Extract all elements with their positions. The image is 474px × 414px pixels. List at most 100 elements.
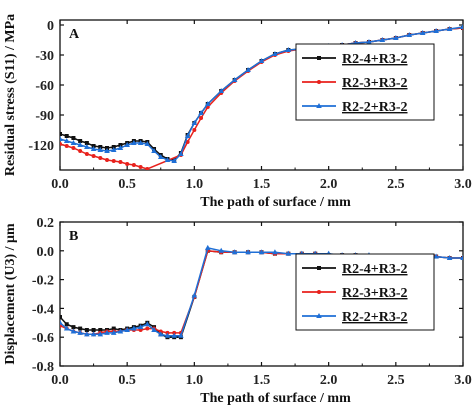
data-point bbox=[433, 253, 439, 259]
data-point bbox=[144, 141, 151, 146]
y-tick-label: -0.2 bbox=[32, 274, 54, 289]
data-point bbox=[191, 292, 198, 298]
x-tick-label: 2.5 bbox=[387, 373, 405, 388]
data-point bbox=[145, 326, 150, 331]
data-point bbox=[71, 325, 76, 330]
y-tick-label: 0 bbox=[47, 19, 54, 34]
legend-label: R2-4+R3-2 bbox=[342, 52, 408, 67]
x-tick-label: 3.0 bbox=[454, 373, 472, 388]
y-tick-label: -120 bbox=[28, 139, 54, 154]
y-tick-label: -0.6 bbox=[32, 331, 54, 346]
data-point bbox=[204, 101, 211, 106]
x-tick-label: 1.5 bbox=[253, 373, 271, 388]
legend-swatch-marker bbox=[317, 266, 321, 270]
data-point bbox=[131, 325, 137, 331]
data-point bbox=[164, 157, 171, 162]
legend-label: R2-2+R3-2 bbox=[342, 310, 408, 325]
legend: R2-4+R3-2 R2-3+R3-2 R2-2+R3-2 bbox=[295, 253, 435, 331]
data-point bbox=[70, 328, 77, 334]
legend: R2-4+R3-2 R2-3+R3-2 R2-2+R3-2 bbox=[295, 43, 435, 121]
data-point bbox=[178, 332, 184, 338]
data-point bbox=[272, 249, 278, 255]
data-point bbox=[84, 141, 89, 145]
data-point bbox=[84, 328, 89, 332]
data-point bbox=[71, 136, 76, 140]
data-point bbox=[231, 249, 238, 255]
x-tick-label: 0.0 bbox=[51, 373, 69, 388]
data-point bbox=[60, 136, 63, 141]
data-point bbox=[64, 322, 69, 327]
data-point bbox=[171, 332, 177, 338]
data-point bbox=[91, 154, 96, 158]
legend-label: R2-2+R3-2 bbox=[342, 100, 408, 115]
x-tick-label: 3.0 bbox=[454, 177, 472, 192]
y-tick-label: -0.4 bbox=[32, 302, 54, 317]
x-tick-label: 2.5 bbox=[387, 177, 405, 192]
data-point bbox=[60, 132, 62, 136]
data-point bbox=[178, 151, 184, 156]
data-point bbox=[97, 147, 104, 152]
data-point bbox=[151, 148, 157, 153]
data-point bbox=[245, 249, 251, 255]
data-point bbox=[171, 158, 177, 163]
data-point bbox=[111, 326, 116, 331]
data-point bbox=[105, 158, 110, 162]
y-tick-label: -30 bbox=[35, 49, 54, 64]
data-point bbox=[64, 144, 69, 148]
data-point bbox=[78, 149, 83, 153]
data-point bbox=[78, 139, 83, 143]
data-point bbox=[366, 39, 372, 44]
x-axis-label: The path of surface / mm bbox=[200, 195, 351, 210]
y-axis-label: Residual stress (S11) / MPa bbox=[3, 14, 18, 176]
data-point bbox=[460, 24, 463, 29]
data-point bbox=[151, 327, 157, 332]
data-point bbox=[84, 144, 90, 149]
panel-letter: A bbox=[69, 27, 80, 42]
data-point bbox=[218, 247, 224, 253]
data-point bbox=[192, 128, 197, 132]
data-point bbox=[157, 331, 164, 337]
data-point bbox=[218, 88, 224, 93]
data-point bbox=[64, 134, 69, 138]
data-point bbox=[191, 120, 198, 125]
data-point bbox=[104, 148, 110, 153]
x-tick-label: 0.0 bbox=[51, 177, 69, 192]
data-point bbox=[272, 51, 278, 56]
data-point bbox=[245, 67, 251, 72]
data-point bbox=[70, 140, 77, 145]
data-point bbox=[185, 140, 190, 144]
x-tick-label: 2.0 bbox=[320, 373, 338, 388]
data-point bbox=[117, 145, 124, 150]
data-point bbox=[84, 331, 90, 337]
data-point bbox=[157, 154, 164, 159]
x-tick-label: 0.5 bbox=[118, 177, 136, 192]
data-point bbox=[63, 325, 70, 331]
legend-swatch-marker bbox=[317, 56, 321, 60]
y-tick-label: -90 bbox=[35, 109, 54, 124]
x-axis-label: The path of surface / mm bbox=[200, 391, 351, 406]
data-point bbox=[118, 160, 123, 164]
data-point bbox=[258, 58, 265, 63]
data-point bbox=[137, 140, 144, 145]
data-point bbox=[77, 142, 83, 147]
data-point bbox=[419, 30, 426, 35]
x-tick-label: 1.5 bbox=[253, 177, 271, 192]
data-point bbox=[446, 26, 453, 31]
y-tick-label: -0.8 bbox=[32, 360, 54, 375]
panel-b: 0.0 0.5 1.0 1.5 2.0 2.5 3.0 0.2 0.0 -0.2 -0.4 -0.6 -… bbox=[3, 216, 472, 406]
data-point bbox=[90, 331, 97, 337]
data-point bbox=[91, 328, 96, 332]
data-point bbox=[90, 146, 97, 151]
data-point bbox=[125, 162, 130, 166]
y-axis-label: Displacement (U3) / μm bbox=[3, 223, 18, 365]
y-tick-label: 0.2 bbox=[37, 216, 55, 231]
data-point bbox=[285, 250, 292, 256]
x-tick-label: 1.0 bbox=[186, 373, 204, 388]
data-point bbox=[124, 327, 130, 332]
y-tick-label: -60 bbox=[35, 79, 54, 94]
data-point bbox=[63, 138, 70, 143]
panel-a: 0.0 0.5 1.0 1.5 2.0 2.5 3.0 0 -30 -60 -90 -120 The p… bbox=[3, 14, 472, 210]
data-point bbox=[406, 32, 413, 37]
data-point bbox=[71, 146, 76, 150]
